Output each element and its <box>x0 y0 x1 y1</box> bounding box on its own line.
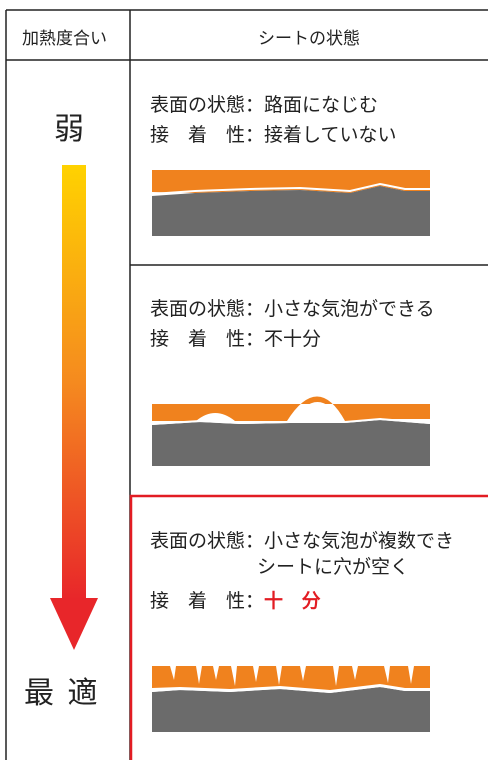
header-heating-level: 加熱度合い <box>22 24 107 49</box>
row3-adhesion-value: 十 分 <box>264 590 327 612</box>
row3-surface-line: 表面の状態：小さな気泡が複数でき <box>150 528 454 554</box>
row1-surface-line: 表面の状態：路面になじむ <box>150 92 378 118</box>
scale-optimal-label: 最 適 <box>24 668 100 712</box>
row3-surface-value-line2: シートに穴が空く <box>257 554 409 580</box>
row2-adhesion-label: 接 着 性： <box>150 328 264 350</box>
row3-surface-label: 表面の状態： <box>150 530 264 552</box>
heating-arrow <box>50 165 98 650</box>
scale-weak-label: 弱 <box>54 104 86 148</box>
row1-adhesion-value: 接着していない <box>264 124 396 146</box>
row2-adhesion-value: 不十分 <box>264 328 321 350</box>
row1-adhesion-line: 接 着 性：接着していない <box>150 122 396 148</box>
row2-surface-value: 小さな気泡ができる <box>264 298 435 320</box>
sheet-illustration-2 <box>152 397 430 467</box>
sheet-illustration-1 <box>152 170 430 236</box>
row1-surface-label: 表面の状態： <box>150 94 264 116</box>
sheet-illustration-3 <box>152 666 430 732</box>
row2-surface-line: 表面の状態：小さな気泡ができる <box>150 296 435 322</box>
row3-surface-value-line1: 小さな気泡が複数でき <box>264 530 454 552</box>
row1-surface-value: 路面になじむ <box>264 94 378 116</box>
row2-adhesion-line: 接 着 性：不十分 <box>150 326 321 352</box>
row3-adhesion-label: 接 着 性： <box>150 590 264 612</box>
row2-surface-label: 表面の状態： <box>150 298 264 320</box>
header-sheet-state: シートの状態 <box>258 24 360 49</box>
row3-adhesion-line: 接 着 性：十 分 <box>150 588 327 614</box>
row1-adhesion-label: 接 着 性： <box>150 124 264 146</box>
